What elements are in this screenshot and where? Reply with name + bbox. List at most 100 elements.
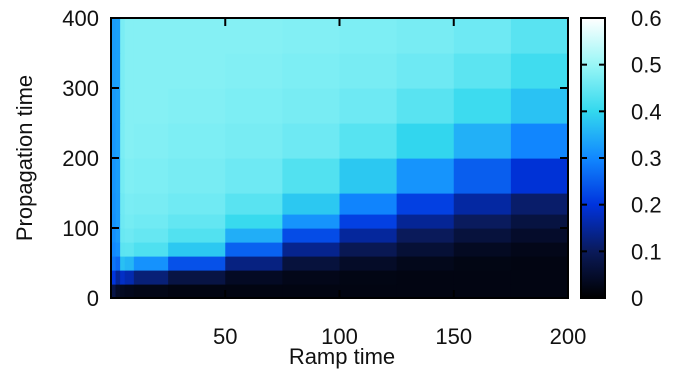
heatmap-cell <box>339 18 398 54</box>
heatmap-cell <box>120 270 126 285</box>
heatmap-cell <box>282 88 341 124</box>
heatmap-cell <box>510 18 569 54</box>
heatmap-cell <box>225 53 283 89</box>
heatmap-cell <box>453 53 512 89</box>
heatmap-cell <box>339 53 398 89</box>
heatmap-cell <box>133 88 169 124</box>
heatmap-cell <box>120 158 126 194</box>
heatmap-cell <box>282 256 341 271</box>
heatmap-cell <box>339 228 398 243</box>
heatmap-cell <box>133 123 169 159</box>
x-axis-title: Ramp time <box>289 344 395 369</box>
heatmap-cell <box>120 88 126 124</box>
heatmap-cell <box>124 284 135 299</box>
heatmap-cell <box>225 284 283 299</box>
heatmap-cell <box>453 123 512 159</box>
heatmap-cell <box>510 158 569 194</box>
heatmap-cell <box>111 256 117 271</box>
heatmap-cell <box>120 284 126 299</box>
heatmap-cell <box>396 270 455 285</box>
heatmap-cell <box>133 242 169 257</box>
heatmap-cell <box>111 88 117 124</box>
heatmap-cell <box>168 270 226 285</box>
heatmap-cell <box>168 214 226 229</box>
heatmap-cell <box>115 193 121 215</box>
heatmap-cell <box>111 193 117 215</box>
heatmap-cell <box>510 284 569 299</box>
heatmap-cell <box>510 228 569 243</box>
heatmap-cell <box>115 53 121 89</box>
heatmap-cell <box>510 123 569 159</box>
heatmap-cell <box>168 53 226 89</box>
heatmap-cell <box>453 214 512 229</box>
heatmap-cell <box>396 214 455 229</box>
colorbar-tick-label: 0.6 <box>631 6 662 31</box>
heatmap-cell <box>396 18 455 54</box>
heatmap-cell <box>115 18 121 54</box>
heatmap-cell <box>396 256 455 271</box>
heatmap-cell <box>510 53 569 89</box>
heatmap-cell <box>225 158 283 194</box>
heatmap-cell <box>396 228 455 243</box>
heatmap-cell <box>124 228 135 243</box>
heatmap-cell <box>339 242 398 257</box>
heatmap-cell <box>282 284 341 299</box>
y-tick-label: 200 <box>62 146 99 171</box>
heatmap-cell <box>510 214 569 229</box>
heatmap-cell <box>282 270 341 285</box>
heatmap-cell <box>339 88 398 124</box>
heatmap-cell <box>339 123 398 159</box>
heatmap-cell <box>339 193 398 215</box>
heatmap-cell <box>111 284 117 299</box>
heatmap-cell <box>111 18 117 54</box>
heatmap-cell <box>453 18 512 54</box>
heatmap-cell <box>168 228 226 243</box>
heatmap-cell <box>115 228 121 243</box>
heatmap-cell <box>339 214 398 229</box>
x-tick-label: 50 <box>213 324 237 349</box>
heatmap-cell <box>115 256 121 271</box>
heatmap-cell <box>510 193 569 215</box>
heatmap-cell <box>225 228 283 243</box>
heatmap-cell <box>225 270 283 285</box>
colorbar-tick-label: 0 <box>631 286 643 311</box>
heatmap-cell <box>115 88 121 124</box>
heatmap-cell <box>453 284 512 299</box>
heatmap-cell <box>453 193 512 215</box>
heatmap-cell <box>168 242 226 257</box>
heatmap-cell <box>282 242 341 257</box>
heatmap-cell <box>133 193 169 215</box>
x-tick-label: 200 <box>550 324 587 349</box>
heatmap-cell <box>133 214 169 229</box>
heatmap-cell <box>120 256 126 271</box>
heatmap-cell <box>453 88 512 124</box>
heatmap-cell <box>115 242 121 257</box>
heatmap-cell <box>396 284 455 299</box>
heatmap-cell <box>124 158 135 194</box>
heatmap-cell <box>339 270 398 285</box>
heatmap-cell <box>124 193 135 215</box>
heatmap-cell <box>115 284 121 299</box>
heatmap-cell <box>339 158 398 194</box>
heatmap-cell <box>453 270 512 285</box>
y-tick-label: 400 <box>62 6 99 31</box>
heatmap-cell <box>124 214 135 229</box>
heatmap-cell <box>115 158 121 194</box>
x-tick-label: 100 <box>321 324 358 349</box>
heatmap-cell <box>453 228 512 243</box>
heatmap-cell <box>453 158 512 194</box>
heatmap-cell <box>115 270 121 285</box>
heatmap-cell <box>453 256 512 271</box>
heatmap-cell <box>168 18 226 54</box>
colorbar-tick-label: 0.1 <box>631 239 662 264</box>
y-axis-title: Propagation time <box>12 75 37 241</box>
heatmap-cell <box>168 88 226 124</box>
y-tick-label: 100 <box>62 216 99 241</box>
heatmap-cell <box>133 270 169 285</box>
heatmap-cell <box>282 123 341 159</box>
heatmap-cell <box>282 214 341 229</box>
y-tick-label: 0 <box>87 286 99 311</box>
heatmap-cell <box>133 228 169 243</box>
heatmap-cell <box>124 88 135 124</box>
